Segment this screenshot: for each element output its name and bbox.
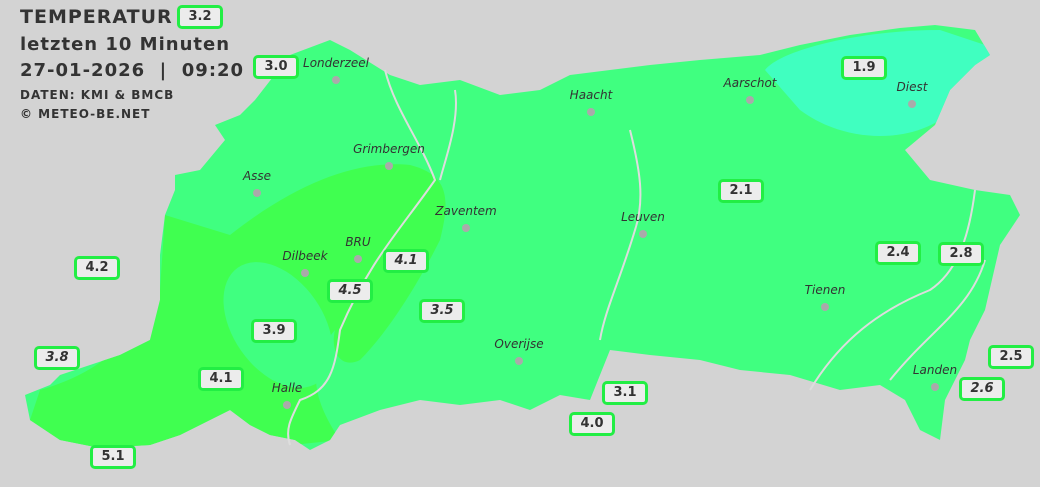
city-marker: [385, 162, 393, 170]
temperature-reading[interactable]: 2.1: [718, 179, 764, 203]
city-marker: [301, 269, 309, 277]
border-line: [439, 89, 457, 181]
city-marker: [332, 76, 340, 84]
city-label: Zaventem: [435, 204, 497, 218]
city-label: Diest: [896, 80, 928, 94]
city-label: Halle: [271, 381, 303, 395]
city-marker: [283, 401, 291, 409]
city-label: BRU: [345, 235, 371, 249]
temperature-reading[interactable]: 4.1: [383, 249, 429, 273]
city-label: Asse: [242, 169, 272, 183]
border-line: [889, 259, 986, 381]
city-label: Leuven: [621, 210, 665, 224]
city-label: Tienen: [804, 283, 846, 297]
city-marker: [821, 303, 829, 311]
temperature-reading[interactable]: 4.2: [74, 256, 120, 280]
city-marker: [354, 255, 362, 263]
temperature-reading[interactable]: 3.5: [419, 299, 465, 323]
map-datetime: 27-01-2026 | 09:20: [20, 60, 245, 81]
temperature-reading[interactable]: 3.9: [251, 319, 297, 343]
city-label: Overijse: [494, 337, 544, 351]
temperature-reading[interactable]: 2.6: [959, 377, 1005, 401]
temperature-reading[interactable]: 4.1: [198, 367, 244, 391]
border-line: [809, 189, 976, 391]
temperature-reading[interactable]: 3.2: [177, 5, 223, 29]
city-label: Landen: [912, 363, 958, 377]
city-marker: [587, 108, 595, 116]
temperature-reading[interactable]: 3.0: [253, 55, 299, 79]
map-title: TEMPERATUR: [20, 6, 173, 28]
city-marker: [908, 100, 916, 108]
temperature-reading[interactable]: 2.4: [875, 241, 921, 265]
city-marker: [746, 96, 754, 104]
temperature-reading[interactable]: 2.5: [988, 345, 1034, 369]
city-marker: [515, 357, 523, 365]
temperature-reading[interactable]: 4.5: [327, 279, 373, 303]
copyright: © METEO-BE.NET: [20, 107, 151, 121]
city-marker: [931, 383, 939, 391]
city-marker: [462, 224, 470, 232]
temperature-reading[interactable]: 1.9: [841, 56, 887, 80]
data-source: DATEN: KMI & BMCB: [20, 88, 175, 102]
temperature-reading[interactable]: 3.1: [602, 381, 648, 405]
temperature-reading[interactable]: 3.8: [34, 346, 80, 370]
cool-zone-ne: [765, 30, 1000, 137]
border-line: [599, 129, 642, 341]
city-label: Haacht: [569, 88, 613, 102]
city-label: Dilbeek: [282, 249, 328, 263]
map-subtitle: letzten 10 Minuten: [20, 34, 231, 55]
city-marker: [253, 189, 261, 197]
city-label: Grimbergen: [353, 142, 425, 156]
temperature-reading[interactable]: 2.8: [938, 242, 984, 266]
city-label: Aarschot: [723, 76, 777, 90]
city-label: Londerzeel: [303, 56, 369, 70]
city-marker: [639, 230, 647, 238]
temperature-reading[interactable]: 4.0: [569, 412, 615, 436]
temperature-reading[interactable]: 5.1: [90, 445, 136, 469]
